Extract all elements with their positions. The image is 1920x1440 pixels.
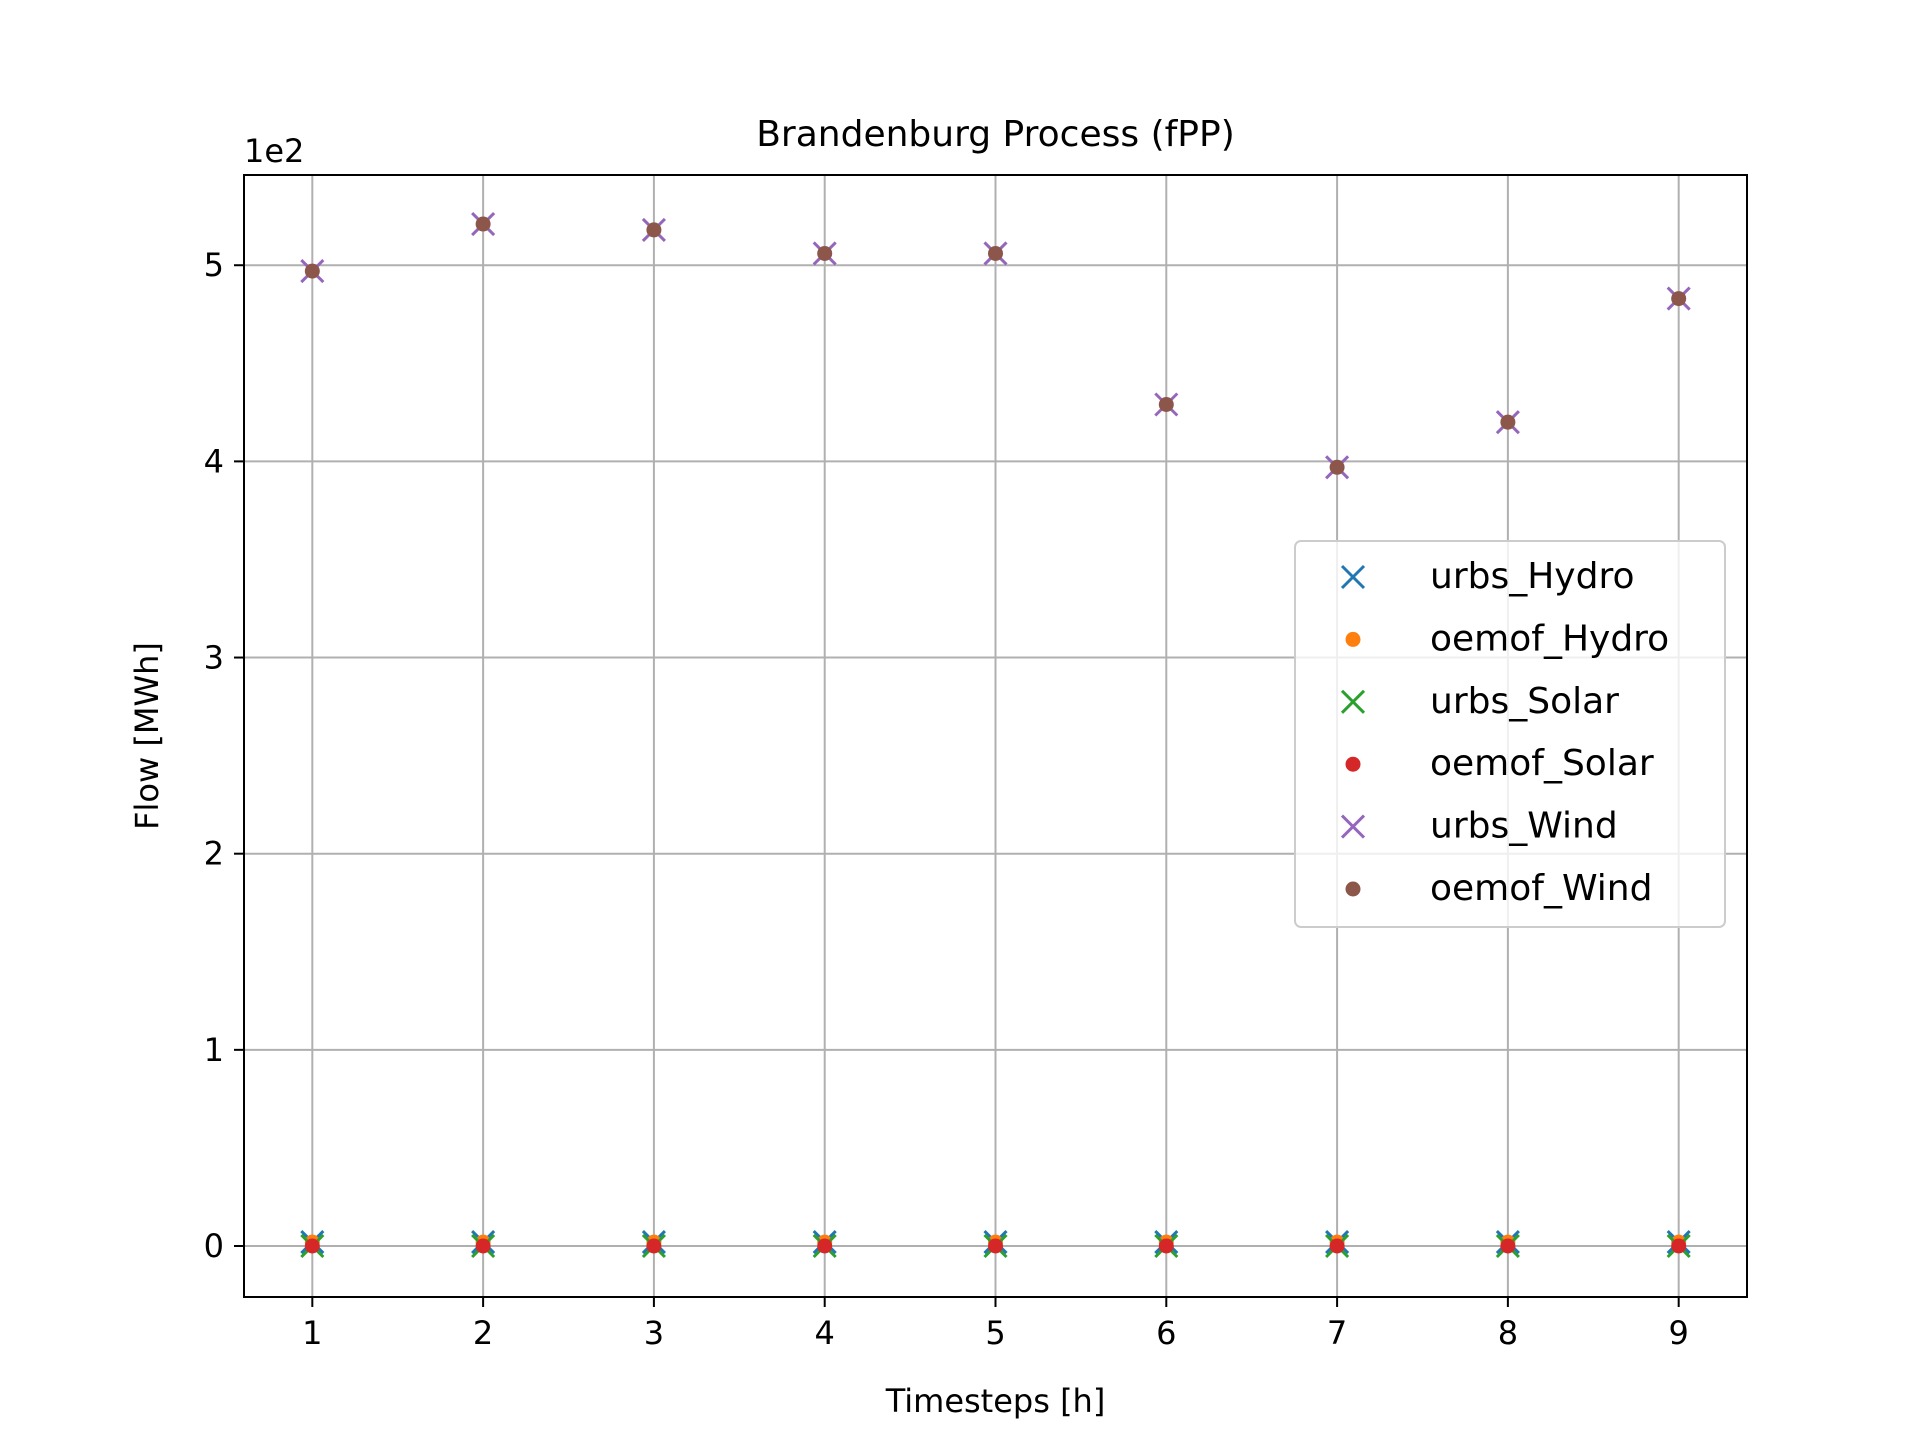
data-point bbox=[1500, 414, 1516, 430]
data-point bbox=[1158, 397, 1174, 412]
legend-entry: oemof_Hydro bbox=[1345, 618, 1669, 659]
x-tick-label: 4 bbox=[815, 1314, 835, 1352]
legend-marker bbox=[1340, 689, 1366, 714]
data-point bbox=[1671, 291, 1687, 307]
legend-label: urbs_Hydro bbox=[1430, 556, 1635, 597]
x-tick-label: 5 bbox=[985, 1314, 1005, 1352]
chart-title: Brandenburg Process (fPP) bbox=[756, 114, 1235, 155]
data-point bbox=[1158, 1238, 1174, 1254]
data-point bbox=[304, 263, 320, 279]
x-tick-label: 9 bbox=[1669, 1314, 1689, 1352]
x-tick-label: 1 bbox=[302, 1314, 322, 1352]
data-point bbox=[304, 1238, 320, 1254]
legend-marker bbox=[1345, 881, 1361, 897]
legend-entry: urbs_Solar bbox=[1340, 681, 1619, 722]
data-point bbox=[817, 1238, 833, 1254]
y-tick-label: 2 bbox=[204, 835, 224, 873]
legend-entry: oemof_Solar bbox=[1345, 743, 1654, 784]
legend-marker bbox=[1340, 814, 1366, 839]
data-point bbox=[988, 1238, 1003, 1254]
legend-label: urbs_Wind bbox=[1430, 806, 1618, 847]
legend-label: oemof_Wind bbox=[1430, 868, 1652, 909]
legend-marker bbox=[1345, 631, 1361, 647]
series-oemof_Wind bbox=[304, 216, 1687, 475]
x-tick-label: 8 bbox=[1498, 1314, 1518, 1352]
legend-label: oemof_Solar bbox=[1430, 743, 1654, 784]
data-point bbox=[1329, 459, 1345, 475]
data-points bbox=[300, 211, 1691, 1259]
data-point bbox=[475, 216, 491, 232]
legend: urbs_Hydro oemof_Hydro urbs_Solar oemof_Sol… bbox=[1294, 540, 1726, 928]
x-tick-label: 3 bbox=[644, 1314, 664, 1352]
plot-frame bbox=[243, 174, 1748, 1298]
data-point bbox=[988, 245, 1003, 261]
x-tick-label: 7 bbox=[1327, 1314, 1347, 1352]
legend-box bbox=[1294, 540, 1726, 928]
x-tick-label: 6 bbox=[1156, 1314, 1176, 1352]
legend-entry: urbs_Hydro bbox=[1340, 556, 1635, 597]
x-axis-label: Timesteps [h] bbox=[885, 1382, 1106, 1420]
data-point bbox=[1671, 1238, 1687, 1254]
series-oemof_Solar bbox=[304, 1238, 1687, 1254]
x-tick-label: 2 bbox=[473, 1314, 493, 1352]
y-axis-label: Flow [MWh] bbox=[128, 642, 166, 830]
data-point bbox=[817, 245, 833, 261]
y-offset-label: 1e2 bbox=[244, 132, 304, 170]
legend-label: urbs_Solar bbox=[1430, 681, 1619, 722]
axis-ticks: 1 2 3 4 5 6 7 8 9 0 1 2 3 4 5 bbox=[204, 246, 1689, 1352]
data-point bbox=[1500, 1238, 1516, 1254]
data-point bbox=[646, 222, 662, 238]
data-point bbox=[475, 1238, 491, 1254]
y-tick-label: 1 bbox=[204, 1031, 224, 1069]
y-tick-label: 0 bbox=[204, 1227, 224, 1265]
legend-marker bbox=[1345, 756, 1361, 772]
legend-marker bbox=[1340, 564, 1366, 590]
data-point bbox=[646, 1238, 662, 1254]
legend-entry: oemof_Wind bbox=[1345, 868, 1652, 909]
legend-label: oemof_Hydro bbox=[1430, 618, 1669, 659]
y-tick-label: 3 bbox=[204, 639, 224, 677]
y-tick-label: 4 bbox=[204, 442, 224, 480]
y-tick-label: 5 bbox=[204, 246, 224, 284]
data-point bbox=[1329, 1238, 1345, 1254]
legend-entry: urbs_Wind bbox=[1340, 806, 1618, 847]
